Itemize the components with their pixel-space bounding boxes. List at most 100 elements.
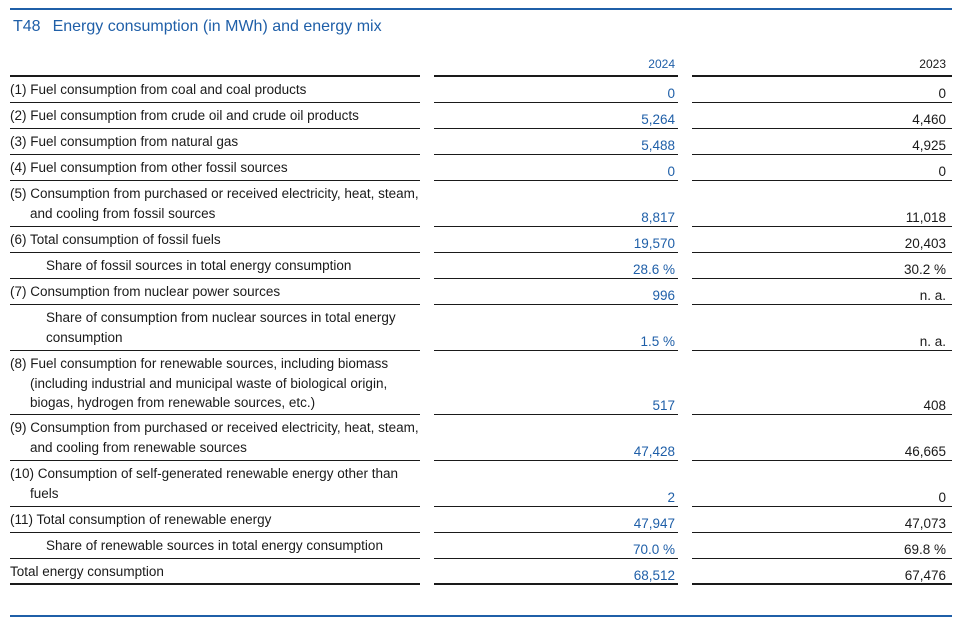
row-divider [692,278,952,279]
row-divider [692,414,952,415]
row-divider [10,252,420,253]
table-row: Share of fossil sources in total energy … [0,253,960,279]
value-2024: 19,570 [633,236,675,251]
row-divider [10,128,420,129]
value-2023: 408 [923,398,946,413]
row-label: (8) Fuel consumption for renewable sourc… [10,356,389,410]
value-2023: 47,073 [904,516,946,531]
value-2023: 69.8 % [903,542,946,557]
row-divider [434,350,678,351]
value-2023: 4,460 [912,112,946,127]
row-divider [10,180,420,181]
value-2024: 68,512 [633,568,675,583]
table-row: Share of consumption from nuclear source… [0,305,960,351]
value-2023: 0 [938,490,946,505]
row-label: Share of fossil sources in total energy … [46,258,352,273]
table-row: (11) Total consumption of renewable ener… [0,507,960,533]
value-2023: 11,018 [905,210,946,225]
value-2024: 517 [652,398,675,413]
row-label: (6) Total consumption of fossil fuels [10,232,221,247]
table-row: (6) Total consumption of fossil fuels 19,… [0,227,960,253]
row-divider [10,506,420,507]
table-row: Share of renewable sources in total ener… [0,533,960,559]
value-2024: 8,817 [641,210,675,225]
column-header-2024: 2024 [648,57,675,71]
table-row: (10) Consumption of self-generated renew… [0,461,960,507]
row-divider [692,226,952,227]
row-label: (9) Consumption from purchased or receiv… [10,420,419,455]
value-2024: 1.5 % [640,334,675,349]
table-title: T48 Energy consumption (in MWh) and energ… [13,18,382,36]
table-row: (8) Fuel consumption for renewable sourc… [0,351,960,415]
row-divider [10,414,420,415]
row-divider [10,558,420,559]
row-divider [692,180,952,181]
top-rule [10,8,952,10]
row-divider [10,304,420,305]
row-label: (7) Consumption from nuclear power sourc… [10,284,281,299]
row-divider [434,102,678,103]
row-label: Share of renewable sources in total ener… [46,538,383,553]
table-row: (5) Consumption from purchased or receiv… [0,181,960,227]
value-2023: 0 [938,164,946,179]
row-divider [434,414,678,415]
row-label: Total energy consumption [10,564,164,579]
value-2024: 5,488 [641,138,675,153]
value-2023: 67,476 [904,568,946,583]
row-divider [692,128,952,129]
value-2024: 0 [667,86,675,101]
value-2024: 2 [667,490,675,505]
row-label: (1) Fuel consumption from coal and coal … [10,82,307,97]
row-divider [692,102,952,103]
row-divider [434,226,678,227]
value-2024: 70.0 % [632,542,675,557]
value-2023: 30.2 % [903,262,946,277]
row-divider [434,128,678,129]
value-2023: 0 [938,86,946,101]
row-divider [692,304,952,305]
value-2024: 5,264 [641,112,675,127]
row-divider [692,558,952,559]
row-label: (11) Total consumption of renewable ener… [10,512,272,527]
value-2023: 4,925 [912,138,946,153]
row-divider [692,506,952,507]
value-2023: n. a. [919,288,946,303]
row-label: (3) Fuel consumption from natural gas [10,134,239,149]
row-divider [10,532,420,533]
table-row: (9) Consumption from purchased or receiv… [0,415,960,461]
value-2023: 46,665 [904,444,946,459]
row-divider [10,583,420,585]
row-divider [10,460,420,461]
row-divider [10,154,420,155]
table-row: Total energy consumption 68,512 67,476 [0,559,960,585]
row-divider [692,154,952,155]
value-2024: 47,428 [633,444,675,459]
row-divider [692,460,952,461]
row-divider [434,278,678,279]
value-2023: n. a. [919,334,946,349]
table-row: (3) Fuel consumption from natural gas 5,4… [0,129,960,155]
row-divider [434,180,678,181]
row-divider [434,460,678,461]
table-code: T48 [13,18,41,35]
row-label: (4) Fuel consumption from other fossil s… [10,160,288,175]
row-label: (10) Consumption of self-generated renew… [10,466,398,501]
table-row: (2) Fuel consumption from crude oil and … [0,103,960,129]
row-label: Share of consumption from nuclear source… [46,310,396,345]
row-divider [10,278,420,279]
value-2023: 20,403 [904,236,946,251]
value-2024: 0 [667,164,675,179]
bottom-rule [10,615,952,617]
column-header-2023: 2023 [919,57,946,71]
row-divider [10,226,420,227]
header-rule [0,75,960,77]
row-divider [10,102,420,103]
value-2024: 28.6 % [632,262,675,277]
row-divider [692,583,952,585]
table-row: (7) Consumption from nuclear power sourc… [0,279,960,305]
row-divider [434,558,678,559]
row-divider [692,252,952,253]
table-row: (1) Fuel consumption from coal and coal … [0,77,960,103]
value-2024: 47,947 [633,516,675,531]
table-row: (4) Fuel consumption from other fossil s… [0,155,960,181]
